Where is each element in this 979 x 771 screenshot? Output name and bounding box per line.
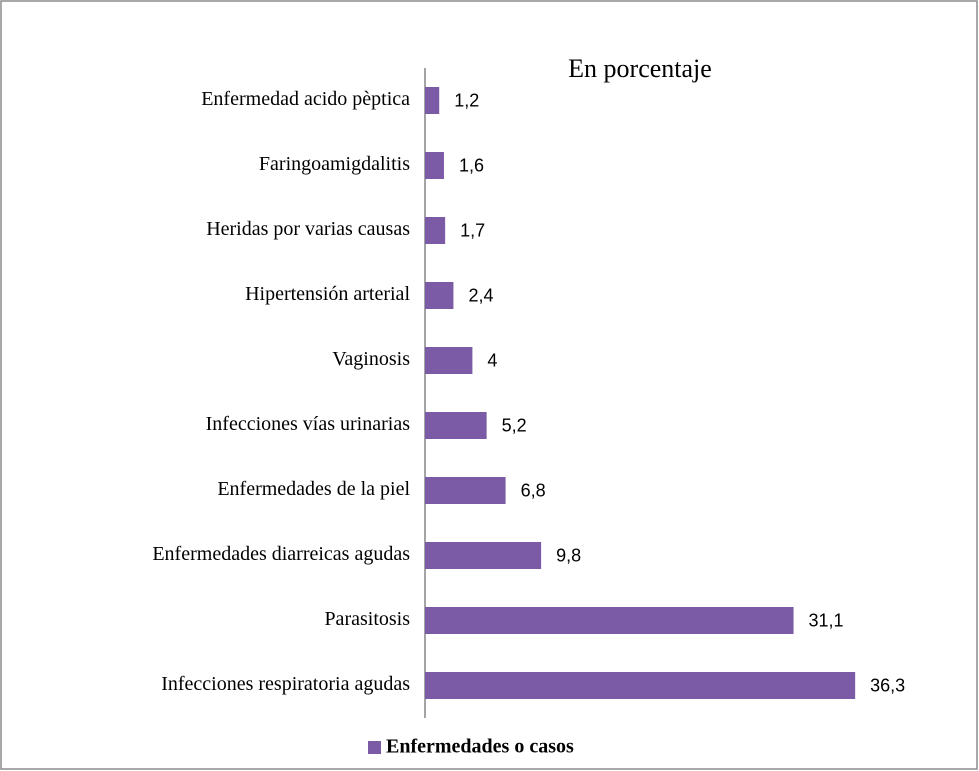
data-label: 31,1 bbox=[809, 610, 844, 630]
y-tick-label: Infecciones vías urinarias bbox=[206, 413, 411, 435]
data-label: 1,6 bbox=[459, 155, 484, 175]
y-tick-label: Enfermedades de la piel bbox=[217, 478, 410, 500]
bar bbox=[425, 347, 473, 374]
y-tick-label: Parasitosis bbox=[324, 608, 410, 630]
data-label: 6,8 bbox=[521, 480, 546, 500]
legend-swatch bbox=[368, 741, 381, 754]
data-label: 1,2 bbox=[454, 90, 479, 110]
bar bbox=[425, 607, 794, 634]
data-label: 4 bbox=[487, 350, 497, 370]
bar bbox=[425, 477, 506, 504]
y-tick-label: Hipertensión arterial bbox=[245, 283, 410, 305]
y-tick-label: Heridas por varias causas bbox=[206, 218, 410, 240]
y-tick-label: Enfermedades diarreicas agudas bbox=[152, 543, 410, 565]
bar bbox=[425, 412, 487, 439]
bar bbox=[425, 87, 440, 114]
y-tick-label: Infecciones respiratoria agudas bbox=[161, 673, 410, 695]
y-tick-label: Enfermedad acido pèptica bbox=[201, 88, 410, 110]
data-label: 1,7 bbox=[460, 220, 485, 240]
bar bbox=[425, 672, 856, 699]
data-label: 36,3 bbox=[870, 675, 905, 695]
y-tick-label: Faringoamigdalitis bbox=[259, 153, 410, 175]
bar bbox=[425, 217, 446, 244]
data-label: 9,8 bbox=[556, 545, 581, 565]
data-label: 5,2 bbox=[502, 415, 527, 435]
bar bbox=[425, 282, 454, 309]
bar bbox=[425, 542, 542, 569]
data-label: 2,4 bbox=[468, 285, 493, 305]
y-tick-label: Vaginosis bbox=[332, 348, 410, 370]
chart-title: En porcentaje bbox=[568, 54, 712, 83]
bar bbox=[425, 152, 444, 179]
legend-label: Enfermedades o casos bbox=[386, 736, 574, 758]
